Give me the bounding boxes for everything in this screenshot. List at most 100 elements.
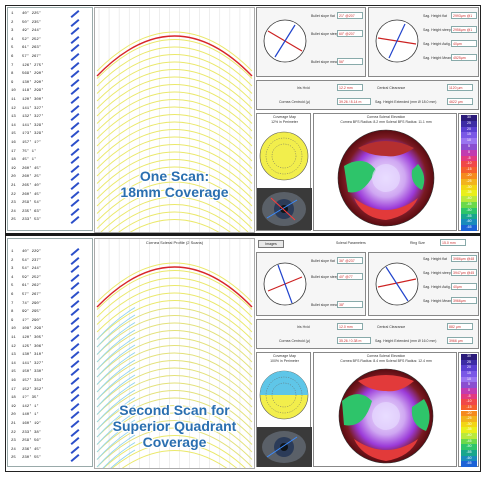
list-item[interactable]: 3 49° 244° bbox=[8, 27, 92, 36]
list-item[interactable]: 5 61° 262° bbox=[8, 282, 92, 291]
list-item[interactable]: 9 130° 290° bbox=[8, 78, 92, 88]
cornea-centroid-label: Cornea Centroid (µ) bbox=[279, 339, 311, 343]
orientation-icon bbox=[70, 182, 80, 190]
list-item[interactable]: 25 233° 53° bbox=[8, 216, 92, 225]
central-clearance-field[interactable]: 882 µm bbox=[447, 323, 473, 330]
bottom-profile-plot[interactable]: Cornea Scleral Profile (2 Scans) Second … bbox=[94, 238, 255, 469]
list-item[interactable]: 1 40° 225° bbox=[8, 10, 92, 19]
list-item[interactable]: 17 152° 352° bbox=[8, 385, 92, 395]
scale-cell: -65 bbox=[461, 225, 477, 231]
list-item[interactable]: 10 118° 299° bbox=[8, 87, 92, 96]
list-item[interactable]: 23 259° 54° bbox=[8, 199, 92, 208]
top-eye-image[interactable] bbox=[257, 188, 312, 230]
images-button[interactable]: Images bbox=[258, 240, 284, 248]
list-item[interactable]: 14 141° 327° bbox=[8, 359, 92, 369]
bullet-steep-field[interactable]: 40° @77 bbox=[337, 273, 363, 280]
list-item[interactable]: 6 57° 267° bbox=[8, 53, 92, 62]
central-clearance-field[interactable]: 1120 µm bbox=[447, 84, 473, 91]
list-item[interactable]: 16 157° 334° bbox=[8, 377, 92, 386]
sag-steep-field[interactable]: 2956µm @1 bbox=[451, 26, 477, 33]
list-item[interactable]: 7 126° 275° bbox=[8, 61, 92, 71]
list-item[interactable]: 8 569° 290° bbox=[8, 70, 92, 79]
scale-cell: 0 bbox=[461, 149, 477, 156]
list-item[interactable]: 20 260° 25° bbox=[8, 173, 92, 182]
ring-size-field[interactable]: 15.0 mm bbox=[440, 239, 466, 246]
sag-flat-field[interactable]: 2993µm @1 bbox=[451, 12, 477, 19]
sag-mean-field[interactable]: 4525µm bbox=[451, 54, 477, 61]
list-item[interactable]: 19 142° 1° bbox=[8, 402, 92, 412]
top-elevation-map[interactable] bbox=[314, 126, 458, 232]
hvid-field[interactable]: 12.2 mm bbox=[337, 84, 363, 91]
top-sag-panel: Sag. Height flat 2993µm @1 Sag. Height s… bbox=[368, 7, 479, 77]
cornea-centroid-field[interactable]: 35.26 / 0.38 m bbox=[337, 337, 371, 344]
list-item[interactable]: 21 265° 40° bbox=[8, 182, 92, 191]
bottom-elevation-map[interactable] bbox=[314, 365, 458, 468]
list-item[interactable]: 15 1?3° 329° bbox=[8, 130, 92, 139]
list-item[interactable]: 13 130° 310° bbox=[8, 351, 92, 360]
list-item[interactable]: 9 1?° 290° bbox=[8, 316, 92, 326]
list-item[interactable]: 14 141° 329° bbox=[8, 121, 92, 131]
list-item[interactable]: 8 99° 295° bbox=[8, 308, 92, 317]
list-item[interactable]: 25 230° 55° bbox=[8, 454, 92, 463]
list-item[interactable]: 11 120° 305° bbox=[8, 334, 92, 343]
list-item[interactable]: 19 260° 45° bbox=[8, 164, 92, 174]
scale-cell: -40 bbox=[461, 433, 477, 439]
list-item[interactable]: 11 120° 300° bbox=[8, 96, 92, 105]
list-item[interactable]: 15 150° 330° bbox=[8, 368, 92, 377]
bottom-eye-image[interactable] bbox=[257, 427, 312, 467]
sag-steep-field[interactable]: 3947µm @45 bbox=[451, 269, 477, 276]
list-item[interactable]: 12 125° 306° bbox=[8, 342, 92, 352]
scale-cell: 25 bbox=[461, 359, 477, 366]
second-scan-curve bbox=[110, 449, 136, 468]
row-angles: 260° 45° bbox=[22, 192, 42, 197]
list-item[interactable]: 3 54° 244° bbox=[8, 265, 92, 274]
sag-astig-field[interactable]: 40µm bbox=[451, 40, 477, 47]
list-item[interactable]: 13 132° 327° bbox=[8, 113, 92, 122]
sag-mean-field[interactable]: 3966µm bbox=[451, 297, 477, 304]
orientation-icon bbox=[70, 368, 80, 377]
list-item[interactable]: 6 57° 267° bbox=[8, 291, 92, 300]
list-item[interactable]: 21 160° 19° bbox=[8, 420, 92, 429]
row-angles: 1?3° 329° bbox=[22, 132, 44, 137]
list-item[interactable]: 24 235° 63° bbox=[8, 207, 92, 217]
bottom-coverage-map[interactable] bbox=[257, 365, 312, 425]
list-item[interactable]: 17 75° 1° bbox=[8, 147, 92, 157]
bullet-flat-field[interactable]: 36° @237 bbox=[337, 257, 363, 264]
bullet-mean-field[interactable]: 38° bbox=[337, 301, 363, 308]
orientation-icon bbox=[70, 299, 80, 308]
sag-extended-field[interactable]: 3966 µm bbox=[447, 337, 473, 344]
list-item[interactable]: 7 74° 290° bbox=[8, 299, 92, 309]
list-item[interactable]: 18 45° 1° bbox=[8, 156, 92, 165]
list-item[interactable]: 16 157° 1?° bbox=[8, 139, 92, 148]
list-item[interactable]: 22 260° 45° bbox=[8, 190, 92, 200]
list-item[interactable]: 10 108° 299° bbox=[8, 325, 92, 334]
bottom-scan-list[interactable]: Cornea Scleral Profile (2 Scans) 140° 22… bbox=[7, 238, 93, 467]
cornea-centroid-field[interactable]: 39.26 / 8.14 m bbox=[337, 98, 371, 105]
bullet-steep-field[interactable]: 60° @207 bbox=[337, 30, 363, 37]
list-item[interactable]: 4 52° 252° bbox=[8, 35, 92, 45]
list-item[interactable]: 1 40° 229° bbox=[8, 248, 92, 257]
list-item[interactable]: 5 61° 263° bbox=[8, 44, 92, 53]
list-item[interactable]: 12 141° 327° bbox=[8, 104, 92, 114]
bullet-mean-field[interactable]: 56° bbox=[337, 58, 363, 65]
list-item[interactable]: 2 54° 237° bbox=[8, 256, 92, 266]
profile-curve bbox=[96, 174, 253, 214]
list-item[interactable]: 4 59° 252° bbox=[8, 273, 92, 283]
list-item[interactable]: 20 140° 1° bbox=[8, 411, 92, 420]
top-scan-list[interactable]: 1 40° 225° 2 50° 235° 3 49° 244° 4 52° 252° 5 61°… bbox=[7, 7, 93, 231]
hvid-field[interactable]: 12.0 mm bbox=[337, 323, 363, 330]
list-item[interactable]: 24 236° 45° bbox=[8, 445, 92, 455]
top-coverage-map[interactable] bbox=[257, 126, 312, 186]
list-item[interactable]: 22 233° 38° bbox=[8, 428, 92, 438]
list-item[interactable]: 23 259° 56° bbox=[8, 437, 92, 446]
bullet-flat-field[interactable]: 21° @207 bbox=[337, 12, 363, 19]
second-scan-curve bbox=[96, 307, 136, 340]
list-item[interactable]: 2 50° 235° bbox=[8, 18, 92, 28]
profile-curve bbox=[96, 76, 253, 117]
profile-curve bbox=[96, 46, 253, 87]
sag-astig-field[interactable]: 40µm bbox=[451, 283, 477, 290]
sag-extended-field[interactable]: 4622 µm bbox=[447, 98, 473, 105]
list-item[interactable]: 18 1?° 35° bbox=[8, 394, 92, 403]
top-profile-plot[interactable]: One Scan: 18mm Coverage bbox=[94, 7, 255, 233]
sag-flat-field[interactable]: 3986µm @48 bbox=[451, 255, 477, 262]
